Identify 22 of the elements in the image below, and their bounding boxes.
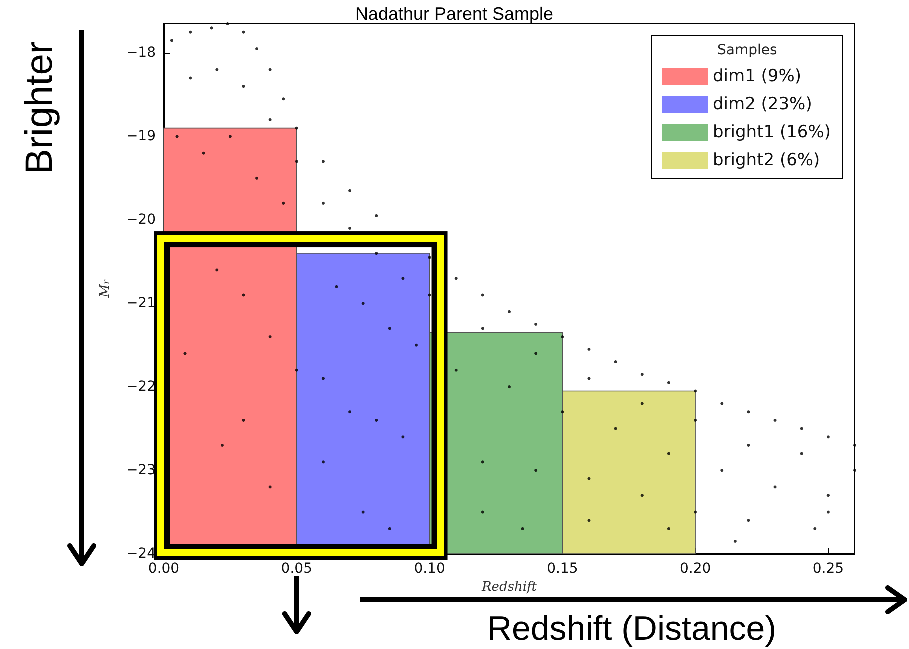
y-tick-label: −20 bbox=[126, 212, 156, 228]
x-tick-label: 0.20 bbox=[680, 561, 712, 577]
x-tick-label: 0.05 bbox=[281, 561, 312, 577]
text: Redshift (Distance) bbox=[487, 610, 777, 648]
y-tick-label: −19 bbox=[126, 128, 156, 145]
legend-label: dim2 (23%) bbox=[712, 94, 812, 114]
x-axis-title: Redshift bbox=[480, 580, 538, 595]
x-tick-label: 0.10 bbox=[414, 561, 446, 577]
y-tick-label: −18 bbox=[126, 45, 156, 62]
legend-label: dim1 (9%) bbox=[712, 66, 802, 86]
y-tick-label: −24 bbox=[126, 546, 156, 562]
y-tick-label: −21 bbox=[126, 296, 156, 312]
y-axis-title: Mr bbox=[98, 280, 113, 299]
x-tick-label: 0.25 bbox=[812, 561, 844, 577]
x-tick-label: 0.15 bbox=[547, 561, 578, 577]
legend-title: Samples bbox=[718, 42, 778, 58]
text: Brighter bbox=[19, 41, 61, 175]
legend-label: bright1 (16%) bbox=[712, 122, 832, 142]
y-tick-label: −22 bbox=[126, 379, 156, 396]
legend-label: bright2 (6%) bbox=[712, 150, 820, 170]
x-tick-label: 0.00 bbox=[148, 561, 180, 577]
chart-title: Nadathur Parent Sample bbox=[355, 4, 554, 24]
